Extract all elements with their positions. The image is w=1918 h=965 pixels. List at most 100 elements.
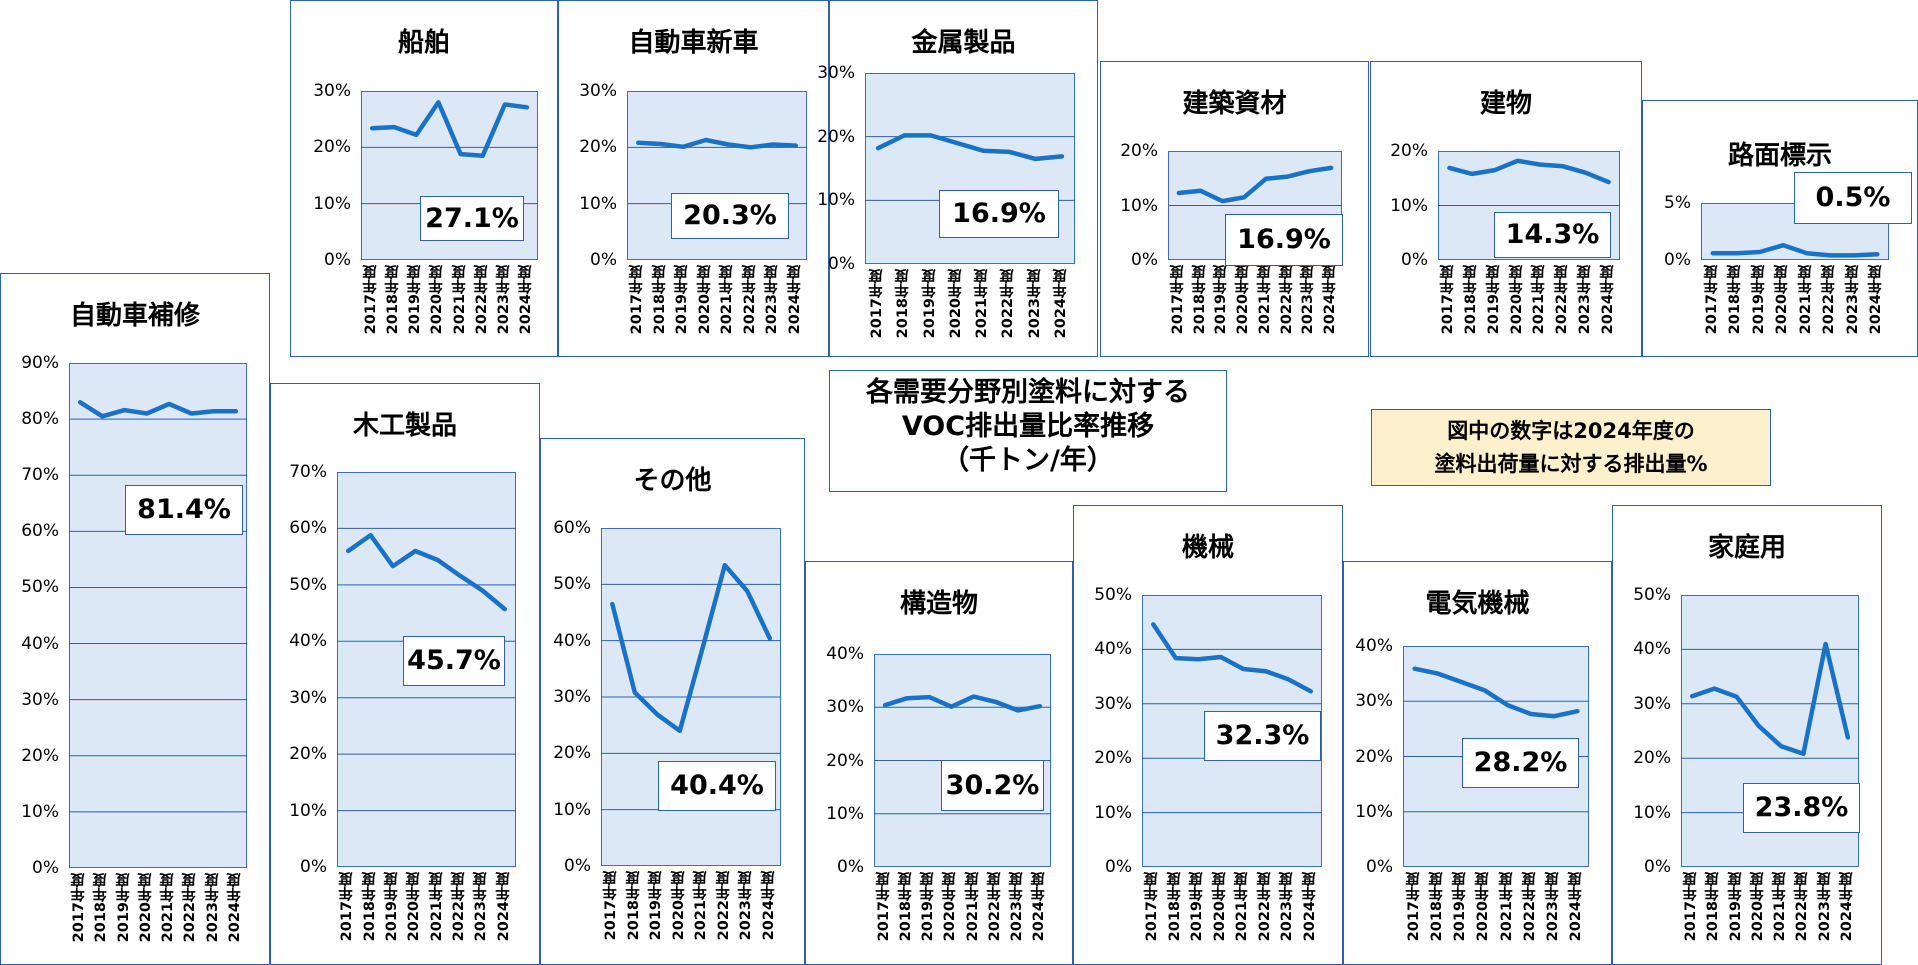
x-tick-label: 2022年度 (182, 873, 199, 943)
x-tick-label: 2023年度 (1279, 872, 1296, 942)
y-tick-label: 20% (313, 137, 351, 158)
x-tick-label: 2024年度 (1322, 265, 1339, 335)
y-tick-label: 0% (828, 254, 855, 274)
x-tick-label: 2022年度 (451, 872, 468, 942)
x-tick-label: 2022年度 (1256, 872, 1273, 942)
x-tick-label: 2021年度 (428, 872, 445, 942)
y-tick-label: 0% (1131, 250, 1158, 270)
y-tick-label: 10% (21, 801, 59, 822)
y-tick-label: 30% (826, 697, 864, 718)
y-tick-label: 70% (21, 465, 59, 486)
y-tick-label: 0% (837, 857, 864, 877)
chart-title: 木工製品 (352, 411, 457, 441)
y-tick-label: 20% (553, 743, 591, 764)
y-tick-label: 10% (313, 193, 351, 214)
y-tick-label: 5% (1664, 193, 1691, 213)
x-tick-label: 2018年度 (361, 872, 378, 942)
x-tick-label: 2017年度 (1440, 265, 1457, 335)
x-tick-label: 2019年度 (1189, 872, 1206, 942)
y-tick-label: 0% (32, 858, 59, 878)
x-tick-label: 2018年度 (1705, 872, 1722, 942)
y-tick-label: 0% (1401, 250, 1428, 270)
y-tick-label: 0% (1644, 857, 1671, 877)
y-tick-label: 20% (289, 744, 327, 765)
x-tick-label: 2020年度 (406, 872, 423, 942)
x-tick-label: 2024年度 (1599, 265, 1616, 335)
x-tick-label: 2018年度 (1463, 265, 1480, 335)
x-tick-label: 2022年度 (1554, 265, 1571, 335)
x-tick-label: 2019年度 (920, 872, 937, 942)
y-tick-label: 50% (1633, 585, 1671, 605)
x-tick-label: 2020年度 (1749, 872, 1766, 942)
y-tick-label: 10% (579, 193, 617, 214)
y-tick-label: 0% (1366, 857, 1393, 877)
x-tick-label: 2020年度 (942, 872, 959, 942)
x-tick-label: 2018年度 (1428, 872, 1445, 942)
y-tick-label: 10% (1094, 802, 1132, 823)
y-tick-label: 40% (1355, 636, 1393, 656)
value-label: 40.4% (658, 761, 776, 811)
chart-title: 建物 (1479, 89, 1532, 119)
main-title-line-1: 各需要分野別塗料に対する (866, 377, 1190, 408)
x-tick-label: 2021年度 (964, 872, 981, 942)
main-title: 各需要分野別塗料に対する VOC排出量比率推移 （千トン/年） (829, 370, 1227, 492)
x-tick-label: 2022年度 (715, 871, 732, 941)
y-tick-label: 20% (817, 126, 855, 147)
x-tick-label: 2024年度 (517, 265, 534, 335)
note-box: 図中の数字は2024年度の 塗料出荷量に対する排出量% (1371, 409, 1771, 486)
chart-title: 自動車新車 (628, 28, 759, 58)
x-tick-label: 2019年度 (407, 265, 424, 335)
y-tick-label: 20% (1094, 748, 1132, 769)
y-tick-label: 30% (817, 63, 855, 83)
x-tick-label: 2022年度 (1278, 265, 1295, 335)
y-tick-label: 0% (324, 250, 351, 270)
y-tick-label: 30% (1633, 693, 1671, 714)
value-label: 0.5% (1794, 172, 1912, 224)
x-tick-label: 2022年度 (986, 872, 1003, 942)
y-tick-label: 0% (1664, 250, 1691, 270)
y-tick-label: 10% (826, 803, 864, 824)
x-tick-label: 2024年度 (1030, 872, 1047, 942)
value-label: 32.3% (1204, 711, 1321, 761)
chart-title: 船舶 (397, 28, 450, 58)
x-tick-label: 2017年度 (876, 872, 893, 942)
x-tick-label: 2017年度 (1405, 872, 1422, 942)
value-label: 14.3% (1494, 212, 1611, 258)
x-tick-label: 2019年度 (1452, 872, 1469, 942)
y-tick-label: 20% (21, 745, 59, 766)
y-tick-label: 10% (1355, 801, 1393, 822)
x-tick-label: 2021年度 (974, 269, 991, 339)
chart-title: 建築資材 (1182, 89, 1287, 119)
x-tick-label: 2024年度 (1838, 872, 1855, 942)
x-tick-label: 2017年度 (71, 873, 88, 943)
x-tick-label: 2019年度 (921, 269, 938, 339)
note-line-2: 塗料出荷量に対する排出量% (1434, 452, 1708, 476)
y-tick-label: 30% (1355, 691, 1393, 712)
x-tick-label: 2023年度 (764, 265, 781, 335)
x-tick-label: 2023年度 (1816, 872, 1833, 942)
x-tick-label: 2021年度 (693, 871, 710, 941)
x-tick-label: 2020年度 (429, 265, 446, 335)
y-tick-label: 0% (564, 856, 591, 876)
value-label: 20.3% (671, 193, 789, 239)
chart-title: 金属製品 (911, 28, 1016, 58)
y-tick-label: 20% (1120, 141, 1158, 161)
x-tick-label: 2022年度 (473, 265, 490, 335)
x-tick-label: 2017年度 (629, 265, 646, 335)
y-tick-label: 20% (1633, 748, 1671, 769)
y-tick-label: 10% (1390, 195, 1428, 216)
y-tick-label: 20% (1390, 141, 1428, 161)
chart-title: 構造物 (899, 589, 978, 619)
x-tick-label: 2023年度 (1844, 265, 1861, 335)
chart-title: 家庭用 (1707, 533, 1786, 563)
note-line-1: 図中の数字は2024年度の (1447, 419, 1695, 443)
main-title-line-3: （千トン/年） (942, 445, 1114, 476)
value-label: 16.9% (939, 190, 1059, 238)
chart-title: その他 (633, 466, 712, 496)
x-tick-label: 2019年度 (1485, 265, 1502, 335)
x-tick-label: 2023年度 (1300, 265, 1317, 335)
value-label: 45.7% (403, 636, 505, 686)
y-tick-label: 30% (579, 81, 617, 101)
x-tick-label: 2018年度 (625, 871, 642, 941)
x-tick-label: 2022年度 (1521, 872, 1538, 942)
